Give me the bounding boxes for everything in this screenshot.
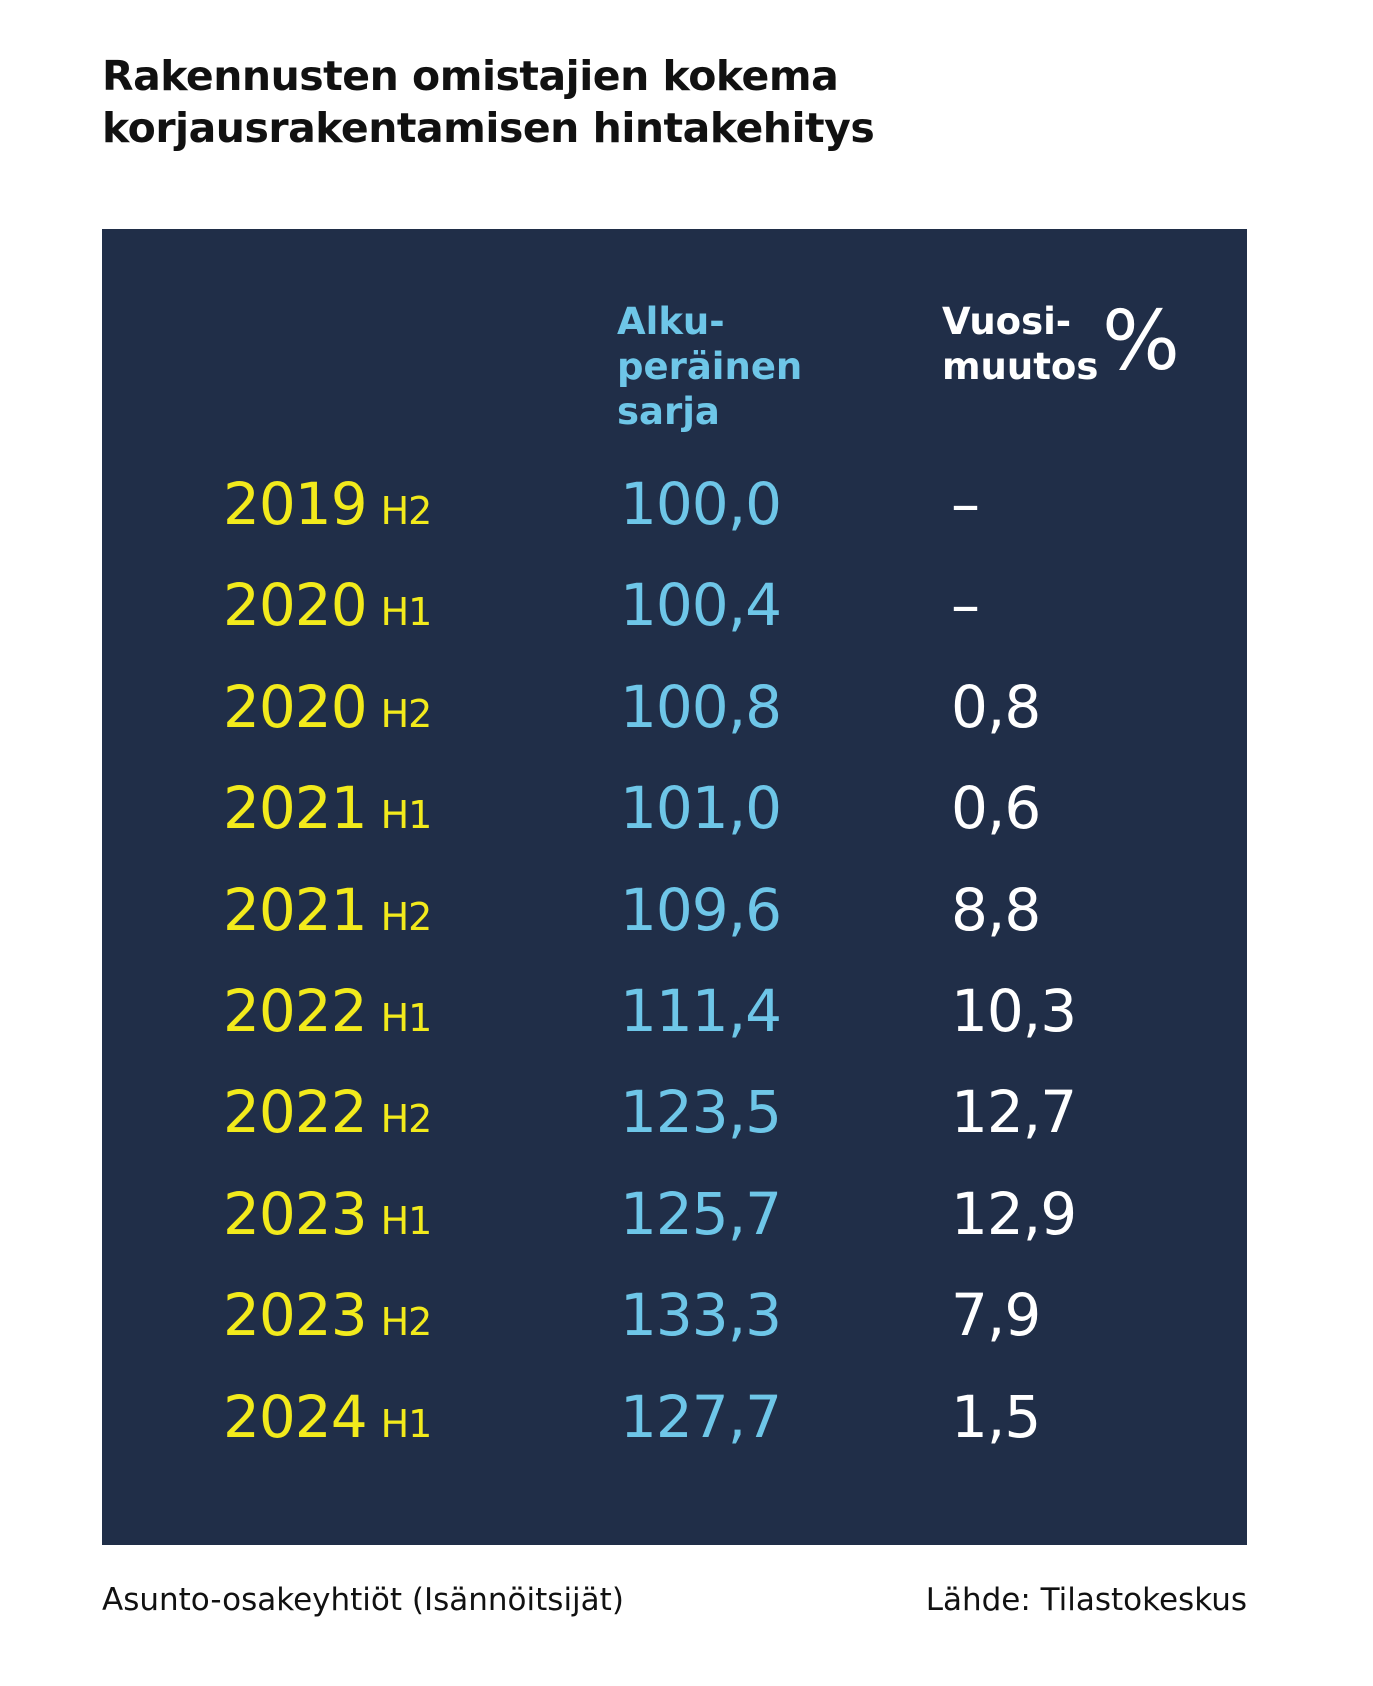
half-year: H2 bbox=[380, 489, 433, 533]
year: 2024 bbox=[223, 1382, 368, 1451]
period-label: 2022 H2 bbox=[223, 1077, 433, 1154]
period-label: 2023 H1 bbox=[223, 1179, 433, 1256]
original-series-value: 127,7 bbox=[620, 1382, 782, 1451]
half-year: H2 bbox=[380, 691, 433, 736]
annual-change-value: 1,5 bbox=[951, 1382, 1041, 1451]
annual-change-value: 8,8 bbox=[951, 875, 1041, 944]
original-series-value: 111,4 bbox=[620, 977, 782, 1045]
period-label: 2023 H2 bbox=[223, 1280, 433, 1357]
period-label: 2019 H2 bbox=[223, 469, 433, 546]
data-table: Alku- peräinen sarja Vuosi- muutos % 201… bbox=[102, 229, 1247, 1545]
original-series-value: 133,3 bbox=[620, 1281, 782, 1350]
annual-change-value: 0,8 bbox=[951, 672, 1041, 741]
table-row: 2023 H1 125,7 12,9 bbox=[102, 1179, 1247, 1279]
header-line: Alku- bbox=[617, 300, 725, 343]
period-label: 2020 H2 bbox=[223, 672, 433, 749]
table-row: 2020 H2 100,8 0,8 bbox=[102, 672, 1247, 772]
header-line: muutos bbox=[942, 345, 1099, 388]
half-year: H1 bbox=[380, 996, 433, 1040]
year: 2021 bbox=[223, 774, 368, 843]
header-line: peräinen bbox=[617, 345, 803, 388]
table-row: 2022 H2 123,5 12,7 bbox=[102, 1077, 1247, 1177]
year: 2023 bbox=[223, 1179, 368, 1248]
year: 2023 bbox=[223, 1281, 368, 1350]
period-label: 2020 H1 bbox=[223, 570, 433, 647]
header-original-series: Alku- peräinen sarja bbox=[617, 299, 802, 434]
percent-symbol: % bbox=[1102, 294, 1180, 389]
original-series-value: 109,6 bbox=[620, 875, 782, 944]
header-line: sarja bbox=[617, 390, 720, 433]
half-year: H1 bbox=[380, 590, 433, 635]
annual-change-value: 12,7 bbox=[951, 1078, 1077, 1147]
original-series-value: 100,4 bbox=[620, 571, 782, 640]
period-label: 2021 H1 bbox=[223, 773, 433, 850]
original-series-value: 125,7 bbox=[620, 1179, 782, 1248]
table-row: 2020 H1 100,4 – bbox=[102, 570, 1247, 670]
year: 2022 bbox=[223, 1078, 368, 1147]
original-series-value: 101,0 bbox=[620, 774, 782, 843]
year: 2022 bbox=[223, 977, 368, 1045]
table-row: 2021 H1 101,0 0,6 bbox=[102, 773, 1247, 873]
page-title: Rakennusten omistajien kokema korjausrak… bbox=[102, 50, 875, 154]
table-row: 2022 H1 111,4 10,3 bbox=[102, 976, 1247, 1076]
half-year: H1 bbox=[380, 1401, 433, 1446]
annual-change-value: 10,3 bbox=[951, 977, 1077, 1045]
half-year: H2 bbox=[380, 1097, 433, 1142]
period-label: 2024 H1 bbox=[223, 1382, 433, 1459]
annual-change-value: – bbox=[951, 571, 980, 640]
period-label: 2021 H2 bbox=[223, 875, 433, 952]
year: 2020 bbox=[223, 672, 368, 741]
half-year: H1 bbox=[380, 793, 433, 838]
annual-change-value: 12,9 bbox=[951, 1179, 1077, 1248]
table-row: 2024 H1 127,7 1,5 bbox=[102, 1382, 1247, 1482]
half-year: H1 bbox=[380, 1198, 433, 1243]
half-year: H2 bbox=[380, 894, 433, 939]
table-row: 2023 H2 133,3 7,9 bbox=[102, 1280, 1247, 1380]
year: 2020 bbox=[223, 571, 368, 640]
original-series-value: 100,8 bbox=[620, 672, 782, 741]
header-annual-change: Vuosi- muutos bbox=[942, 299, 1098, 389]
footer-note: Asunto-osakeyhtiöt (Isännöitsijät) bbox=[102, 1582, 624, 1618]
table-row: 2019 H2 100,0 – bbox=[102, 469, 1247, 569]
annual-change-value: 0,6 bbox=[951, 774, 1041, 843]
source-note: Lähde: Tilastokeskus bbox=[925, 1582, 1247, 1618]
period-label: 2022 H1 bbox=[223, 976, 433, 1053]
original-series-value: 100,0 bbox=[620, 470, 782, 538]
original-series-value: 123,5 bbox=[620, 1078, 782, 1147]
table-row: 2021 H2 109,6 8,8 bbox=[102, 875, 1247, 975]
annual-change-value: 7,9 bbox=[951, 1281, 1041, 1350]
title-line-1: Rakennusten omistajien kokema bbox=[102, 52, 839, 100]
header-line: Vuosi- bbox=[942, 300, 1072, 343]
half-year: H2 bbox=[380, 1300, 433, 1345]
annual-change-value: – bbox=[951, 470, 980, 538]
year: 2021 bbox=[223, 875, 368, 944]
year: 2019 bbox=[223, 470, 368, 538]
title-line-2: korjausrakentamisen hintakehitys bbox=[102, 104, 875, 152]
